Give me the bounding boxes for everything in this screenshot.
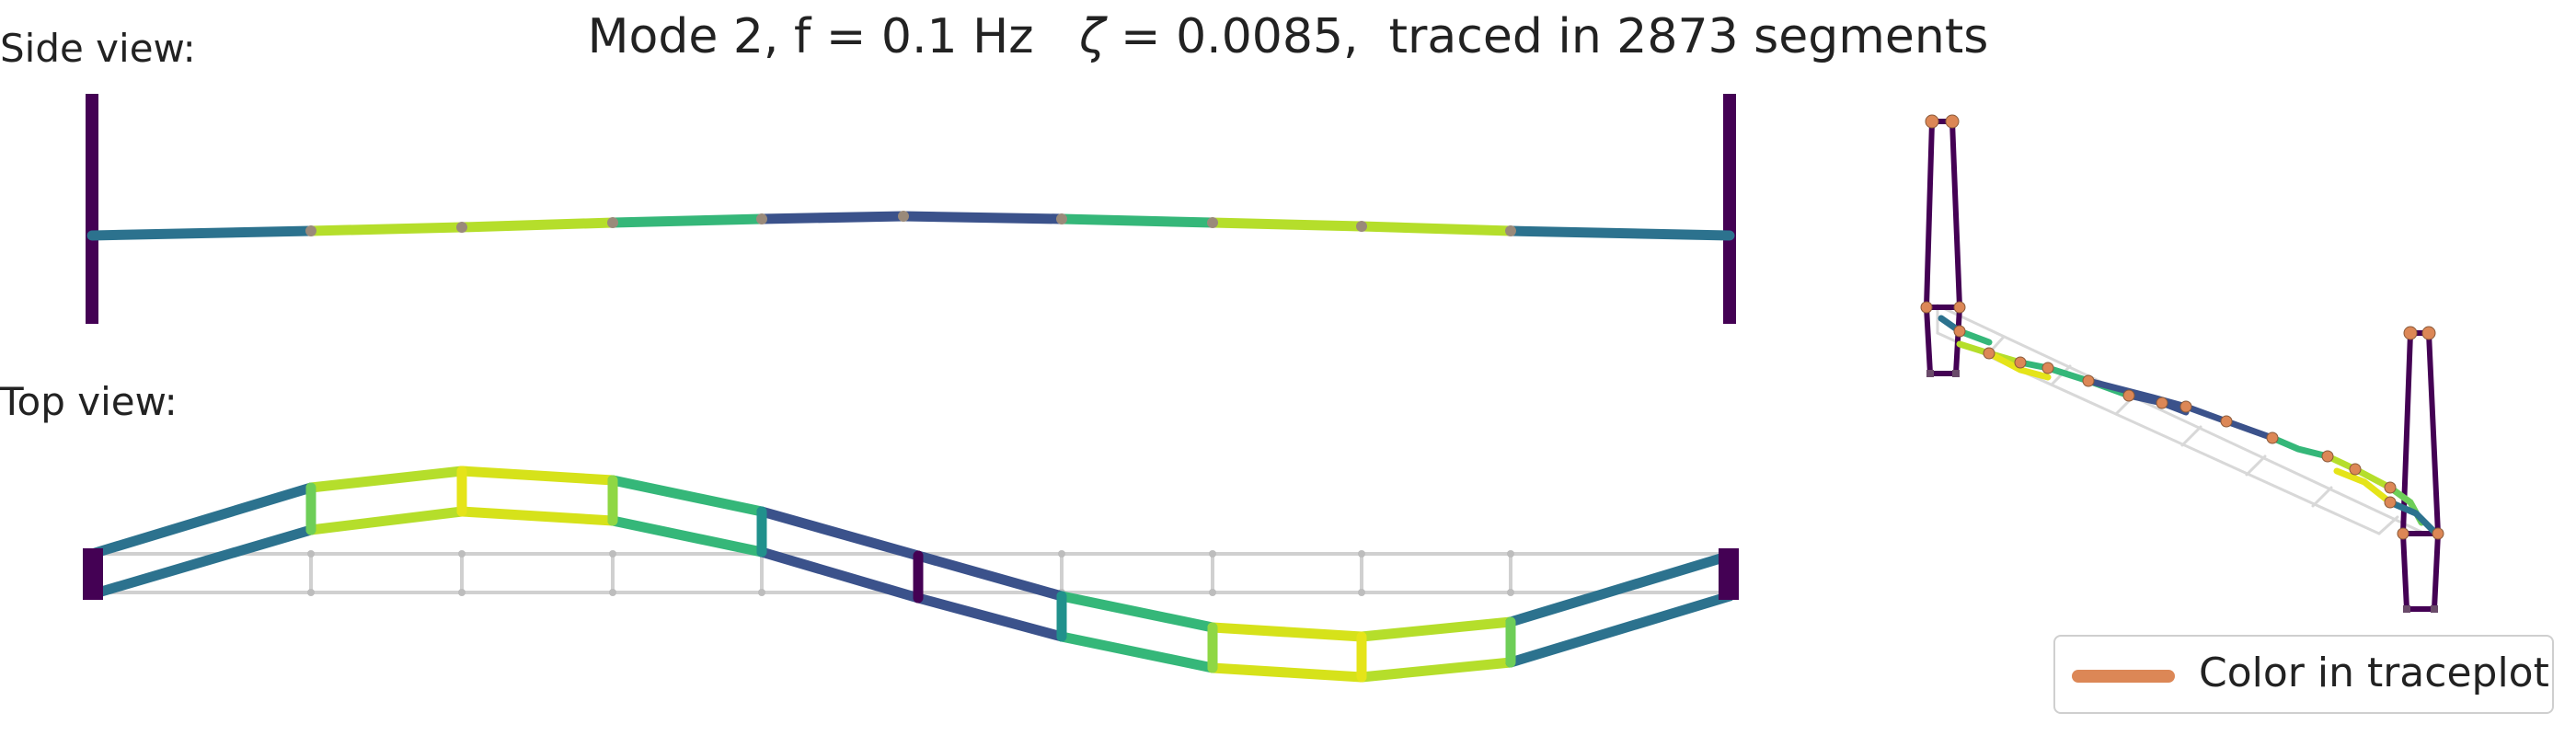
nodes-3d bbox=[1920, 114, 2444, 540]
top-view-label: Top view: bbox=[0, 379, 178, 424]
side-view-label: Side view: bbox=[0, 26, 196, 71]
deck-nodes-side bbox=[305, 211, 1516, 236]
cross-beams bbox=[305, 466, 1516, 683]
deck-edge-south bbox=[86, 506, 1735, 683]
reference-grid bbox=[90, 552, 1731, 594]
deck-side bbox=[86, 211, 1735, 241]
deck-3d bbox=[1938, 315, 2440, 537]
legend: Color in traceplot bbox=[2053, 635, 2554, 714]
left-tower-top bbox=[83, 548, 103, 600]
figure-title: Mode 2, f = 0.1 Hz ζ = 0.0085, traced in… bbox=[0, 9, 2576, 64]
zeta-symbol: ζ bbox=[1079, 9, 1106, 64]
legend-label: Color in traceplot bbox=[2199, 650, 2549, 696]
3d-view bbox=[1920, 114, 2444, 613]
reference-grid-3d bbox=[1936, 304, 2427, 535]
tower-base-nodes-3d bbox=[1926, 370, 2438, 613]
damping-trace-text: = 0.0085, traced in 2873 segments bbox=[1105, 9, 1989, 64]
mode-frequency-text: Mode 2, f = 0.1 Hz bbox=[587, 9, 1034, 64]
legend-swatch bbox=[2072, 670, 2175, 683]
side-view bbox=[86, 94, 1736, 324]
deck-edge-north bbox=[86, 466, 1735, 642]
top-view bbox=[83, 466, 1739, 683]
right-tower-3d bbox=[2399, 330, 2442, 612]
right-tower-top bbox=[1719, 548, 1739, 600]
